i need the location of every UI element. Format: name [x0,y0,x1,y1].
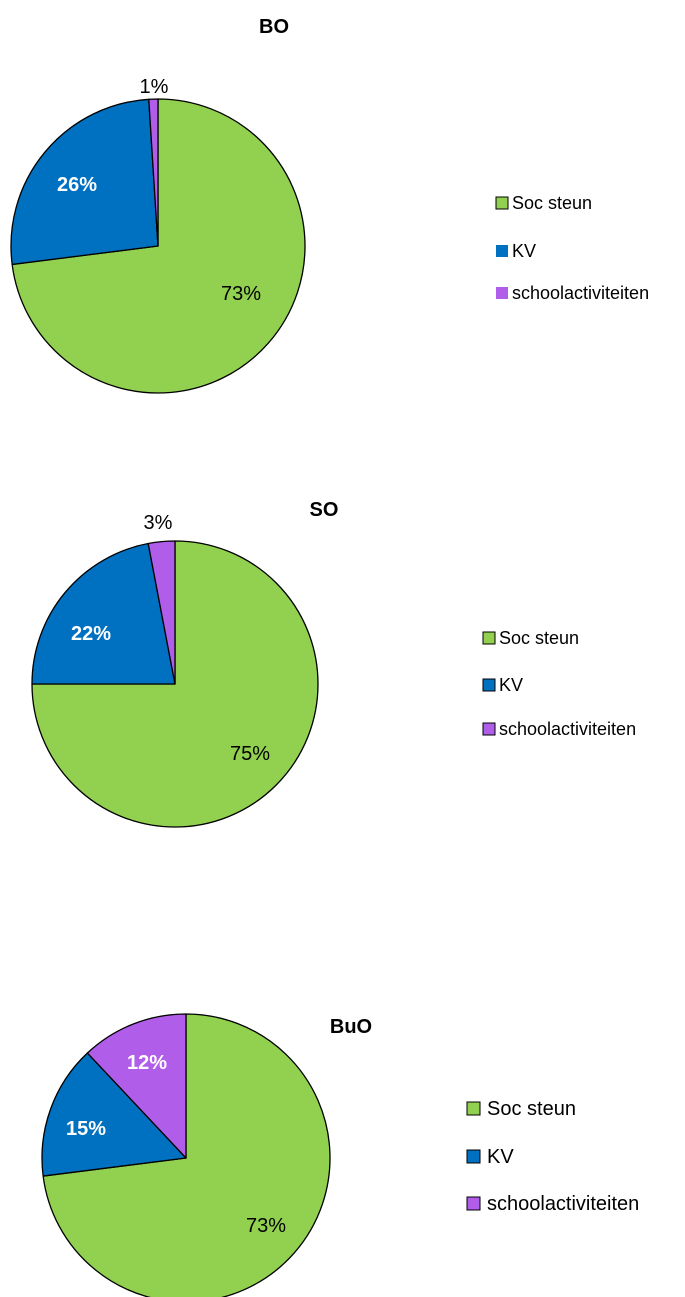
pie-slice-schoolactiviteiten [148,98,159,247]
chart-title: BuO [330,1016,372,1038]
data-label-soc-steun: 73% [221,283,261,305]
data-label-kv: 22% [71,623,111,645]
legend-label-kv: KV [487,1146,514,1168]
data-label-schoolactiviteiten: 1% [140,76,169,98]
legend: Soc steun KV schoolactiviteiten [495,193,649,303]
pie-slice-kv [41,1052,187,1177]
legend-swatch-kv [466,1149,481,1164]
pie-slices [41,1013,331,1297]
legend-label-schoolactiviteiten: schoolactiviteiten [499,719,636,739]
chart-title: BO [259,16,289,38]
pie-slice-schoolactiviteiten [147,540,176,685]
chart-title: SO [310,499,339,521]
pie-slices [10,98,306,394]
legend-swatch-kv [482,678,496,692]
data-label-schoolactiviteiten: 3% [144,512,173,534]
legend-label-schoolactiviteiten: schoolactiviteiten [487,1193,639,1215]
legend-label-soc-steun: Soc steun [487,1098,576,1120]
legend: Soc steun KV schoolactiviteiten [466,1098,639,1215]
legend-swatch-kv [496,245,508,257]
data-label-soc-steun: 73% [246,1215,286,1237]
pie-slice-schoolactiviteiten [86,1013,187,1159]
chart-bo: BO 73% 26% 1% Soc steun KV schoolactivit… [10,16,649,394]
legend-swatch-soc-steun [495,196,509,210]
legend-swatch-soc-steun [466,1101,481,1116]
legend-swatch-schoolactiviteiten [496,287,508,299]
legend-label-schoolactiviteiten: schoolactiviteiten [512,283,649,303]
legend-label-soc-steun: Soc steun [512,193,592,213]
legend: Soc steun KV schoolactiviteiten [482,628,636,739]
pie-slices [31,540,319,828]
legend-swatch-schoolactiviteiten [482,722,496,736]
pie-slice-kv [10,98,159,266]
chart-buo: BuO 73% 15% 12% Soc steun KV schoolactiv… [41,1013,639,1297]
data-label-soc-steun: 75% [230,743,270,765]
legend-swatch-schoolactiviteiten [466,1196,481,1211]
pie-slice-kv [31,542,176,685]
legend-swatch-soc-steun [482,631,496,645]
pie-slice-soc-steun [31,540,319,828]
data-label-kv: 26% [57,174,97,196]
legend-label-kv: KV [499,675,523,695]
legend-label-kv: KV [512,241,536,261]
chart-so: SO 75% 22% 3% Soc steun KV schoolactivit… [31,499,636,828]
data-label-schoolactiviteiten: 12% [127,1052,167,1074]
data-label-kv: 15% [66,1118,106,1140]
legend-label-soc-steun: Soc steun [499,628,579,648]
